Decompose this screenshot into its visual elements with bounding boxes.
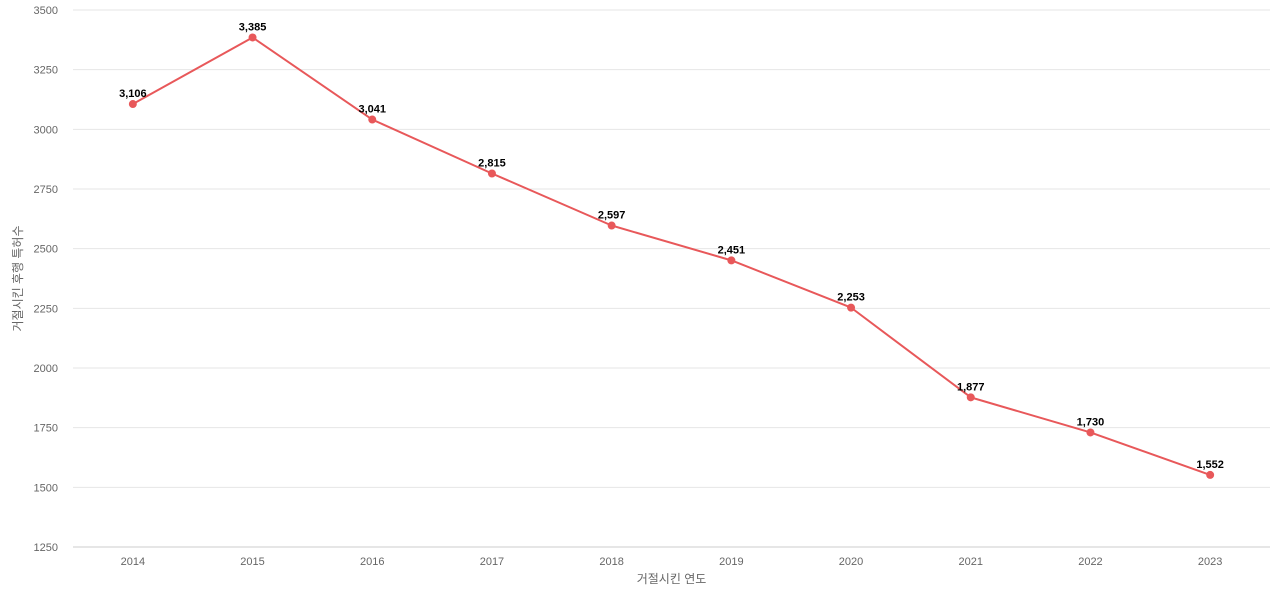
data-point[interactable] bbox=[368, 115, 377, 124]
x-tick-label: 2020 bbox=[839, 556, 863, 568]
data-point[interactable] bbox=[727, 256, 736, 265]
y-tick-label: 2750 bbox=[34, 184, 58, 196]
data-point[interactable] bbox=[966, 393, 975, 402]
y-axis-title: 거절시킨 후행 특허수 bbox=[10, 225, 25, 331]
x-tick-label: 2018 bbox=[599, 556, 623, 568]
data-point[interactable] bbox=[487, 169, 496, 178]
y-tick-label: 3000 bbox=[34, 124, 58, 136]
y-tick-label: 2000 bbox=[34, 363, 58, 375]
y-tick-label: 3250 bbox=[34, 65, 58, 77]
x-tick-label: 2016 bbox=[360, 556, 384, 568]
x-tick-label: 2022 bbox=[1078, 556, 1102, 568]
y-axis-ticks: 1250 1500 1750 2000 2250 2500 2750 3000 3250 3500 bbox=[34, 5, 58, 554]
x-tick-label: 2014 bbox=[121, 556, 145, 568]
data-label: 1,552 bbox=[1196, 459, 1224, 471]
data-point[interactable] bbox=[248, 33, 257, 42]
y-tick-label: 1500 bbox=[34, 482, 58, 494]
y-tick-label: 1750 bbox=[34, 423, 58, 435]
data-label: 1,877 bbox=[957, 381, 985, 393]
data-point[interactable] bbox=[1086, 428, 1095, 437]
data-label: 2,253 bbox=[837, 292, 865, 304]
x-tick-label: 2019 bbox=[719, 556, 743, 568]
data-label: 1,730 bbox=[1077, 416, 1105, 428]
x-tick-label: 2017 bbox=[480, 556, 504, 568]
x-tick-label: 2015 bbox=[240, 556, 264, 568]
y-tick-label: 3500 bbox=[34, 5, 58, 17]
series-line bbox=[132, 36, 1211, 476]
data-point[interactable] bbox=[1206, 470, 1215, 479]
data-label: 2,597 bbox=[598, 210, 626, 222]
data-point[interactable] bbox=[847, 303, 856, 312]
x-axis-ticks: 2014 2015 2016 2017 2018 2019 2020 2021 2022 2023 bbox=[121, 556, 1223, 568]
data-label: 2,451 bbox=[718, 244, 746, 256]
y-tick-label: 1250 bbox=[34, 542, 58, 554]
data-label: 3,106 bbox=[119, 88, 147, 100]
x-tick-label: 2023 bbox=[1198, 556, 1222, 568]
data-label: 3,385 bbox=[239, 21, 267, 33]
x-tick-label: 2021 bbox=[959, 556, 983, 568]
data-point[interactable] bbox=[607, 221, 616, 230]
data-label: 3,041 bbox=[358, 104, 386, 116]
gridlines bbox=[73, 9, 1270, 488]
x-axis-title: 거절시킨 연도 bbox=[637, 572, 707, 586]
y-tick-label: 2500 bbox=[34, 244, 58, 256]
data-point[interactable] bbox=[128, 100, 137, 109]
series-layer: 3,106 3,385 3,041 2,815 2,597 2,451 2,253 1,877… bbox=[119, 21, 1224, 479]
y-tick-label: 2250 bbox=[34, 303, 58, 315]
data-label: 2,815 bbox=[478, 157, 506, 169]
